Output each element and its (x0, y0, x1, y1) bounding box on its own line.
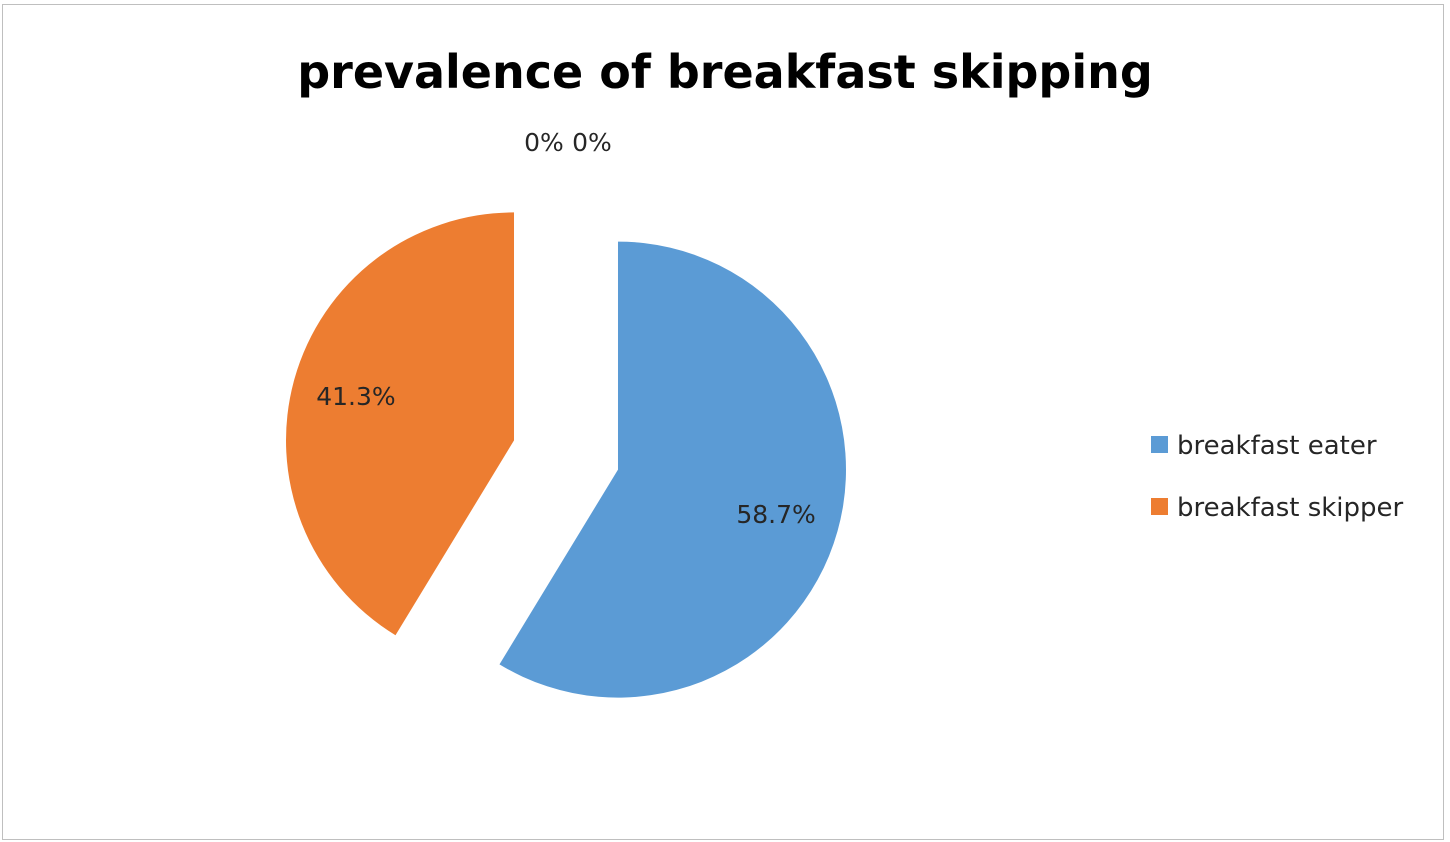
legend-swatch-breakfast-skipper (1151, 498, 1168, 515)
chart-title: prevalence of breakfast skipping (297, 45, 1153, 99)
chart-legend: breakfast eater breakfast skipper (1151, 431, 1404, 523)
legend-swatch-breakfast-eater (1151, 436, 1168, 453)
data-label-empty-3: 0% (572, 128, 612, 157)
data-label-breakfast-skipper-1: 41.3% (316, 382, 395, 411)
pie-slices (286, 212, 846, 698)
data-label-breakfast-eater-0: 58.7% (736, 500, 815, 529)
data-labels: 58.7% 41.3% 0% 0% (316, 128, 816, 529)
pie-slice-breakfast-eater (499, 241, 846, 698)
pie-slice-breakfast-skipper (286, 212, 515, 636)
data-label-empty-2: 0% (524, 128, 564, 157)
legend-label-breakfast-skipper: breakfast skipper (1177, 493, 1404, 523)
legend-label-breakfast-eater: breakfast eater (1177, 431, 1377, 461)
